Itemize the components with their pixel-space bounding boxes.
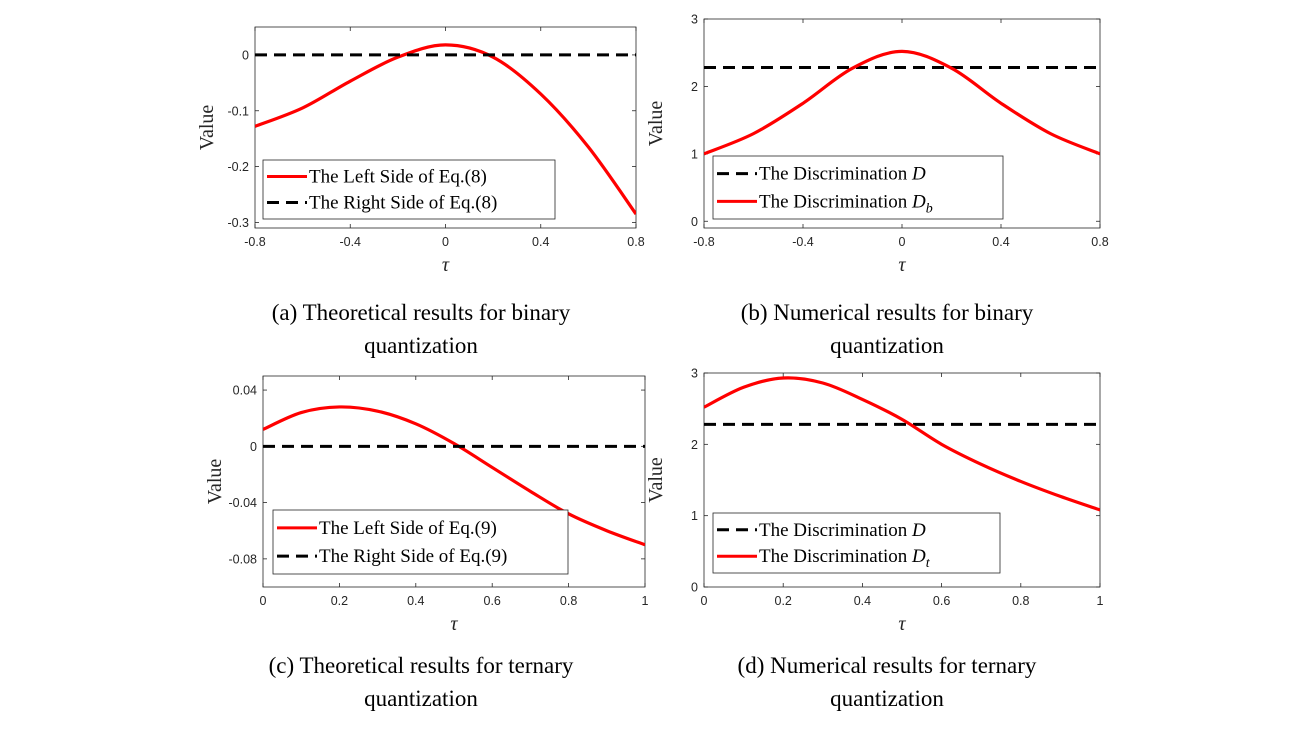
x-tick-label: 0.4 — [992, 235, 1009, 249]
subplot-caption: (b) Numerical results for binary — [741, 300, 1034, 325]
legend: The Discrimination D The Discrimination D… — [712, 512, 1001, 574]
y-tick-label: 3 — [691, 13, 698, 27]
x-tick-label: 0 — [701, 594, 708, 608]
x-axis-label: τ — [442, 254, 450, 276]
legend: The Left Side of Eq.(8) The Right Side of… — [262, 159, 556, 220]
y-tick-label: 1 — [691, 147, 698, 161]
x-tick-label: 0 — [260, 594, 267, 608]
legend-box — [712, 155, 1004, 220]
legend-entry: The Right Side of Eq.(9) — [319, 546, 507, 567]
x-tick-label: 0 — [899, 235, 906, 249]
y-tick-label: 2 — [691, 80, 698, 94]
subplot-caption: (d) Numerical results for ternary — [738, 653, 1037, 678]
y-tick-label: -0.3 — [227, 216, 249, 230]
legend-entry: The Left Side of Eq.(9) — [319, 518, 497, 539]
x-axis-label: τ — [450, 613, 458, 635]
series-line-solid — [255, 43, 636, 215]
y-tick-label: -0.08 — [229, 552, 258, 566]
legend: The Left Side of Eq.(9) The Right Side of… — [272, 509, 569, 575]
subplot-a: -0.8 -0.4 0 0.4 0.8 0 -0.1 -0.2 -0.3 τ Value The Le… — [196, 26, 645, 358]
x-tick-label: -0.4 — [792, 235, 814, 249]
y-tick-label: 3 — [691, 367, 698, 381]
legend-box — [712, 512, 1001, 574]
x-tick-label: 0.4 — [407, 594, 424, 608]
legend-entry: The Left Side of Eq.(8) — [309, 167, 487, 188]
legend-entry: The Discrimination Db — [759, 191, 933, 216]
x-tick-label: 0.8 — [560, 594, 577, 608]
x-tick-label: -0.8 — [693, 235, 715, 249]
y-axis-label: Value — [645, 457, 667, 503]
legend-entry: The Discrimination D — [759, 520, 926, 541]
y-tick-label: 0 — [242, 48, 249, 62]
x-tick-label: 0.4 — [532, 235, 549, 249]
y-tick-label: 0 — [250, 440, 257, 454]
x-tick-label: 0.8 — [627, 235, 644, 249]
legend-box — [272, 509, 569, 575]
x-tick-label: 1 — [1097, 594, 1104, 608]
legend: The Discrimination D The Discrimination D… — [712, 155, 1004, 220]
y-tick-label: -0.2 — [227, 160, 249, 174]
x-tick-label: -0.4 — [339, 235, 361, 249]
y-axis-label: Value — [645, 101, 667, 147]
x-tick-label: 0.4 — [854, 594, 871, 608]
x-tick-label: 0.2 — [775, 594, 792, 608]
subplot-caption: (a) Theoretical results for binary — [272, 300, 571, 325]
y-tick-label: 0 — [691, 581, 698, 595]
legend-entry: The Discrimination Dt — [759, 546, 931, 571]
x-tick-label: 0.8 — [1091, 235, 1108, 249]
subplot-caption: (c) Theoretical results for ternary — [269, 653, 574, 678]
x-tick-label: 0.6 — [933, 594, 950, 608]
x-tick-label: 0 — [442, 235, 449, 249]
legend-entry: The Discrimination D — [759, 164, 926, 185]
legend-entry: The Right Side of Eq.(8) — [309, 192, 497, 213]
x-tick-label: 1 — [642, 594, 649, 608]
series-line-solid — [263, 405, 645, 547]
series-line-solid — [704, 376, 1100, 512]
y-tick-label: 2 — [691, 438, 698, 452]
y-tick-label: 0.04 — [233, 384, 257, 398]
x-tick-label: 0.6 — [484, 594, 501, 608]
legend-box — [262, 159, 556, 220]
subplot-caption: quantization — [830, 686, 944, 711]
subplot-caption: quantization — [364, 333, 478, 358]
x-tick-label: 0.2 — [331, 594, 348, 608]
x-axis-label: τ — [898, 254, 906, 276]
x-tick-label: 0.8 — [1012, 594, 1029, 608]
x-tick-label: -0.8 — [244, 235, 266, 249]
subplot-c: 0 0.2 0.4 0.6 0.8 1 0.04 0 -0.04 -0.08 τ Value The L… — [204, 375, 649, 711]
subplot-caption: quantization — [364, 686, 478, 711]
series-line-solid — [704, 49, 1100, 156]
subplot-d: 0 0.2 0.4 0.6 0.8 1 0 1 2 3 τ Value The Discriminati… — [645, 367, 1104, 712]
y-axis-label: Value — [196, 105, 218, 151]
y-tick-label: 0 — [691, 215, 698, 229]
subplot-b: -0.8 -0.4 0 0.4 0.8 0 1 2 3 τ Value The Discriminat… — [645, 13, 1109, 359]
x-axis-label: τ — [898, 613, 906, 635]
y-tick-label: 1 — [691, 509, 698, 523]
subplot-caption: quantization — [830, 333, 944, 358]
y-axis-label: Value — [204, 459, 226, 505]
y-tick-label: -0.1 — [227, 104, 249, 118]
y-tick-label: -0.04 — [229, 496, 258, 510]
